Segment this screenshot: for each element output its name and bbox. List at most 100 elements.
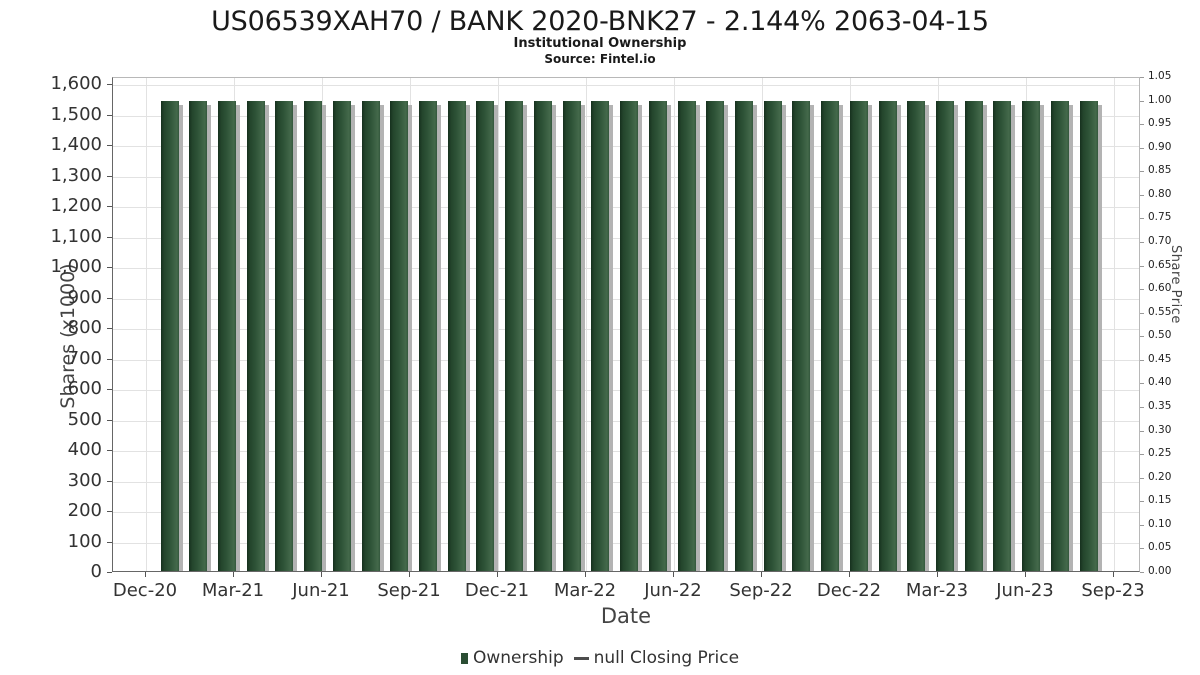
right-axis-tick-label: 0.35 — [1148, 400, 1172, 412]
right-axis-tick-label: 1.05 — [1148, 70, 1172, 82]
ownership-bar[interactable] — [907, 101, 930, 571]
right-axis-tick-mark — [1140, 312, 1144, 314]
right-axis-tick-mark — [1140, 501, 1144, 503]
right-axis-tick-label: 1.00 — [1148, 93, 1172, 106]
ownership-bar[interactable] — [878, 101, 901, 571]
ownership-bar[interactable] — [648, 101, 671, 571]
x-axis-tick-label: Jun-21 — [292, 580, 350, 601]
right-axis-tick-label: 0.15 — [1148, 494, 1172, 507]
left-axis-tick-mark — [107, 206, 112, 207]
x-axis-tick-label: Sep-23 — [1081, 580, 1145, 601]
left-axis-tick-label: 1,200 — [50, 195, 102, 216]
right-axis-tick-mark — [1140, 430, 1144, 432]
x-axis-tick-mark — [761, 572, 762, 577]
ownership-bar[interactable] — [591, 101, 614, 571]
x-axis-tick-label: Dec-22 — [816, 580, 882, 601]
chart-title: US06539XAH70 / BANK 2020-BNK27 - 2.144% … — [211, 6, 989, 37]
right-axis-tick-mark — [1140, 194, 1144, 196]
ownership-bar[interactable] — [160, 101, 183, 571]
legend-square-marker-icon — [460, 652, 468, 664]
x-axis-tick-mark — [937, 572, 938, 577]
ownership-bar[interactable] — [821, 101, 844, 571]
chart-subtitle: Institutional Ownership — [513, 36, 687, 51]
x-axis-tick-mark — [1025, 572, 1026, 577]
ownership-bar[interactable] — [1050, 101, 1073, 571]
ownership-bar[interactable] — [390, 101, 413, 571]
x-axis-tick-label: Mar-23 — [905, 580, 969, 601]
right-axis-tick-label: 0.80 — [1148, 187, 1172, 200]
ownership-bar[interactable] — [246, 101, 269, 571]
left-axis-tick-label: 400 — [67, 439, 102, 460]
left-axis-tick-label: 800 — [67, 317, 102, 338]
x-axis-tick-mark — [145, 572, 146, 577]
left-axis-tick-label: 1,400 — [50, 134, 102, 155]
ownership-bar[interactable] — [275, 101, 298, 571]
ownership-bar[interactable] — [706, 101, 729, 571]
ownership-bar[interactable] — [620, 101, 642, 571]
right-axis-tick-label: 0.20 — [1148, 470, 1172, 483]
right-axis-tick-mark — [1140, 218, 1144, 220]
right-axis-tick-mark — [1140, 359, 1144, 361]
ownership-bar[interactable] — [189, 101, 212, 571]
chart-source: Source: Fintel.io — [544, 52, 656, 66]
ownership-bar[interactable] — [1022, 101, 1045, 571]
right-axis-tick-mark — [1140, 383, 1144, 385]
left-axis-tick-label: 900 — [67, 286, 102, 308]
ownership-bar[interactable] — [304, 101, 327, 571]
x-axis-tick-label: Sep-22 — [729, 580, 793, 601]
left-axis-tick-mark — [107, 358, 112, 360]
ownership-bar[interactable] — [849, 101, 872, 571]
ownership-bar[interactable] — [361, 101, 384, 571]
right-axis-tick-label: 0.65 — [1148, 258, 1172, 271]
right-axis-tick-label: 0.60 — [1148, 282, 1172, 295]
legend-item-ownership[interactable]: Ownership — [460, 648, 564, 668]
x-axis-tick-label: Jun-23 — [996, 580, 1054, 601]
legend-line-marker-icon — [573, 656, 589, 660]
left-axis-tick-label: 1,300 — [50, 164, 102, 186]
gridline-vertical — [586, 78, 587, 571]
x-axis-tick-mark — [585, 572, 586, 577]
left-axis-tick-label: 500 — [67, 408, 102, 430]
ownership-bar[interactable] — [447, 101, 470, 571]
left-axis-tick-label: 1,100 — [50, 225, 102, 247]
right-axis-tick-label: 0.05 — [1148, 541, 1172, 554]
ownership-bar[interactable] — [476, 101, 499, 571]
ownership-bar[interactable] — [964, 101, 987, 571]
left-axis-tick-mark — [107, 297, 112, 299]
gridline-vertical — [674, 78, 675, 571]
ownership-bar[interactable] — [562, 101, 585, 571]
left-axis-tick-label: 600 — [67, 378, 102, 399]
right-axis-tick-mark — [1140, 171, 1144, 173]
right-axis-tick-mark — [1140, 407, 1144, 408]
right-axis-tick-mark — [1140, 77, 1144, 78]
x-axis-tick-mark — [233, 572, 234, 577]
ownership-bar[interactable] — [993, 101, 1016, 571]
left-axis-tick-mark — [107, 267, 112, 268]
ownership-bar[interactable] — [217, 101, 240, 571]
right-axis-tick-label: 0.45 — [1148, 352, 1172, 365]
right-axis-title: Share Price — [1168, 245, 1183, 324]
right-axis-tick-mark — [1140, 242, 1144, 243]
left-axis-tick-mark — [107, 389, 112, 390]
ownership-bar[interactable] — [419, 101, 441, 571]
ownership-bar[interactable] — [734, 101, 757, 571]
left-axis-tick-mark — [107, 572, 112, 573]
ownership-bar[interactable] — [935, 101, 958, 571]
ownership-bar[interactable] — [763, 101, 786, 571]
left-axis-tick-label: 0 — [90, 561, 102, 582]
left-axis-tick-mark — [107, 419, 112, 421]
right-axis-tick-label: 0.10 — [1148, 517, 1172, 530]
right-axis-tick-mark — [1140, 336, 1144, 338]
ownership-bar[interactable] — [1079, 101, 1102, 571]
x-axis-tick-label: Mar-21 — [201, 580, 265, 601]
x-axis-title: Date — [600, 604, 652, 628]
ownership-bar[interactable] — [677, 101, 700, 571]
ownership-bar[interactable] — [533, 101, 556, 571]
right-axis-tick-mark — [1140, 524, 1144, 526]
ownership-bar[interactable] — [505, 101, 528, 571]
ownership-bar[interactable] — [332, 101, 355, 571]
right-axis-tick-mark — [1140, 100, 1144, 102]
legend-item-null-closing-price[interactable]: null Closing Price — [573, 648, 739, 668]
ownership-bar[interactable] — [792, 101, 815, 571]
